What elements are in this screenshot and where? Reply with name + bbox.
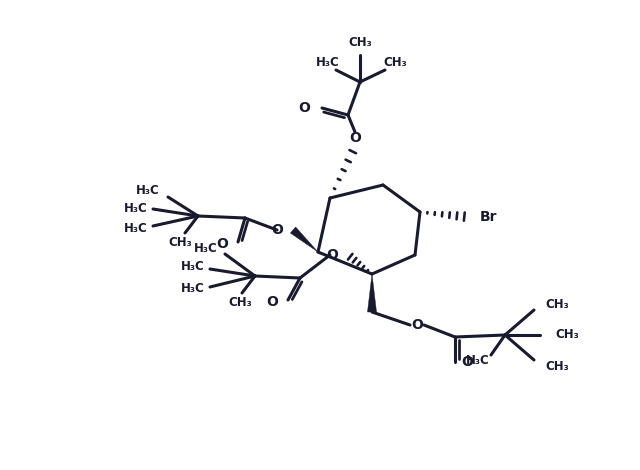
Text: CH₃: CH₃ [348, 36, 372, 48]
Text: Br: Br [480, 210, 497, 224]
Text: O: O [298, 101, 310, 115]
Text: CH₃: CH₃ [545, 360, 569, 374]
Text: O: O [216, 237, 228, 251]
Polygon shape [367, 274, 376, 312]
Text: H₃C: H₃C [181, 260, 205, 274]
Text: H₃C: H₃C [195, 242, 218, 254]
Text: CH₃: CH₃ [383, 55, 407, 69]
Text: H₃C: H₃C [124, 221, 148, 235]
Text: CH₃: CH₃ [545, 298, 569, 312]
Text: H₃C: H₃C [124, 202, 148, 214]
Text: O: O [271, 223, 283, 237]
Text: O: O [349, 131, 361, 145]
Text: O: O [266, 295, 278, 309]
Text: CH₃: CH₃ [228, 296, 252, 308]
Text: H₃C: H₃C [136, 183, 160, 196]
Text: O: O [326, 248, 338, 262]
Text: CH₃: CH₃ [168, 235, 192, 249]
Text: H₃C: H₃C [316, 55, 340, 69]
Polygon shape [291, 227, 318, 252]
Text: O: O [461, 355, 473, 369]
Text: H₃C: H₃C [181, 282, 205, 295]
Text: CH₃: CH₃ [555, 329, 579, 342]
Text: O: O [411, 318, 423, 332]
Text: H₃C: H₃C [467, 353, 490, 367]
